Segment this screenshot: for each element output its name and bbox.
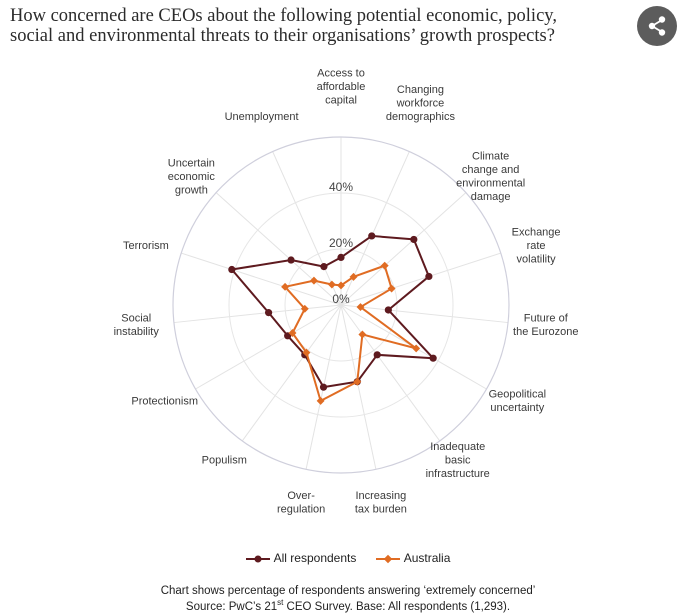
data-point-all-respondents-protectionism[interactable]	[284, 332, 292, 340]
series-australia	[281, 261, 421, 405]
axis-label-access-to-affordable-capital: Access to affordable capital	[317, 68, 366, 107]
data-point-australia-unemployment[interactable]	[327, 280, 336, 289]
data-point-all-respondents-exchange-rate-volatility[interactable]	[425, 272, 433, 281]
data-point-all-respondents-changing-workforce-demographics[interactable]	[368, 232, 376, 240]
data-point-australia-social-instability[interactable]	[300, 304, 309, 313]
data-point-australia-increasing-tax-burden[interactable]	[353, 377, 362, 386]
data-point-all-respondents-access-to-affordable-capital[interactable]	[337, 253, 345, 261]
data-point-australia-terrorism[interactable]	[281, 282, 290, 291]
axis-label-social-instability: Social instability	[114, 313, 160, 339]
legend-marker-all-respondents	[245, 555, 270, 563]
grid-spoke-populism	[241, 304, 342, 442]
tick-label-20: 20%	[329, 236, 353, 250]
radar-tick-labels: 0% 20% 40%	[329, 180, 353, 306]
radar-axis-labels: Access to affordable capital Changing workfo…	[114, 68, 579, 516]
tick-label-0: 0%	[332, 292, 350, 306]
grid-spoke-unemployment	[272, 151, 342, 306]
legend: All respondents Australia	[0, 551, 696, 565]
data-point-all-respondents-future-of-the-eurozone[interactable]	[384, 306, 392, 314]
data-point-australia-populism[interactable]	[302, 348, 311, 357]
data-point-australia-geopolitical-uncertainty[interactable]	[412, 344, 421, 353]
axis-label-over-regulation: Over-regulation	[277, 490, 325, 515]
axis-label-climate-change-and-environmental-damage: Climate change and environmental damage	[456, 151, 525, 204]
source-prefix: Source: PwC’s 21	[185, 600, 278, 613]
axis-label-uncertain-economic-growth: Uncertain economic growth	[168, 157, 216, 196]
grid-spoke-social-instability	[173, 304, 342, 324]
data-point-all-respondents-uncertain-economic-growth[interactable]	[287, 256, 295, 264]
data-point-australia-climate-change-and-environmental-damage[interactable]	[380, 261, 389, 270]
data-point-all-respondents-inadequate-basic-infrastructure[interactable]	[373, 351, 381, 359]
chart-source: Source: PwC’s 21st CEO Survey. Base: All…	[0, 598, 696, 613]
legend-marker-australia	[375, 554, 400, 564]
axis-label-exchange-rate-volatility: Exchange rate volatility	[512, 226, 561, 265]
data-point-australia-inadequate-basic-infrastructure[interactable]	[358, 330, 367, 339]
data-point-all-respondents-terrorism[interactable]	[228, 265, 236, 274]
grid-spoke-exchange-rate-volatility	[340, 252, 501, 306]
grid-spoke-inadequate-basic-infrastructure	[340, 304, 441, 442]
grid-ring-20	[284, 248, 398, 362]
series-line-australia	[284, 264, 418, 402]
legend-label-all-respondents: All respondents	[273, 551, 357, 565]
axis-label-changing-workforce-demographics: Changing workforce demographics	[386, 84, 456, 123]
data-point-all-respondents-unemployment[interactable]	[320, 263, 328, 271]
chart-title: How concerned are CEOs about the followi…	[10, 6, 557, 46]
axis-label-protectionism: Protectionism	[131, 395, 198, 407]
series-all-respondents	[228, 232, 437, 391]
source-suffix: CEO Survey. Base: All respondents (1,293…	[283, 600, 511, 613]
grid-spoke-uncertain-economic-growth	[215, 192, 342, 306]
radar-outer-ring	[172, 136, 510, 474]
grid-spoke-climate-change-and-environmental-damage	[340, 192, 467, 306]
radar-chart: 0% 20% 40% Access to affordable capital Chang…	[114, 68, 579, 516]
grid-spoke-terrorism	[181, 252, 342, 306]
grid-spoke-increasing-tax-burden	[340, 304, 377, 470]
grid-spoke-protectionism	[195, 304, 342, 390]
axis-label-geopolitical-uncertainty: Geopolitical uncertainty	[489, 389, 546, 415]
data-point-all-respondents-social-instability[interactable]	[264, 309, 273, 317]
data-point-all-respondents-over-regulation[interactable]	[319, 383, 328, 391]
axis-label-increasing-tax-burden: Increasing tax burden	[355, 490, 407, 515]
data-point-australia-over-regulation[interactable]	[316, 396, 325, 405]
data-point-australia-future-of-the-eurozone[interactable]	[356, 303, 365, 312]
axis-label-terrorism: Terrorism	[123, 240, 169, 252]
axis-label-future-of-the-eurozone: Future of the Eurozone	[513, 313, 578, 339]
tick-label-40: 40%	[329, 180, 353, 194]
grid-spoke-changing-workforce-demographics	[340, 151, 410, 306]
axis-label-unemployment: Unemployment	[225, 111, 299, 123]
data-point-all-respondents-climate-change-and-environmental-damage[interactable]	[410, 235, 418, 244]
radar-series	[228, 232, 437, 405]
data-point-australia-uncertain-economic-growth[interactable]	[309, 276, 318, 285]
axis-label-inadequate-basic-infrastructure: Inadequate basic infrastructure	[426, 441, 490, 480]
data-point-australia-changing-workforce-demographics[interactable]	[349, 272, 358, 281]
chart-note: Chart shows percentage of respondents an…	[160, 585, 536, 597]
legend-item-australia[interactable]: Australia	[375, 551, 451, 565]
data-point-australia-exchange-rate-volatility[interactable]	[387, 284, 396, 293]
axis-label-populism: Populism	[202, 455, 247, 467]
source-superscript: st	[277, 598, 284, 607]
legend-label-australia: Australia	[403, 551, 451, 565]
share-icon	[648, 16, 666, 36]
grid-spoke-future-of-the-eurozone	[340, 304, 509, 324]
data-point-all-respondents-geopolitical-uncertainty[interactable]	[429, 354, 437, 362]
share-button[interactable]	[637, 6, 677, 46]
data-point-australia-protectionism[interactable]	[288, 329, 297, 337]
grid-ring-40	[228, 192, 454, 418]
data-point-australia-access-to-affordable-capital[interactable]	[337, 281, 345, 290]
series-line-all-respondents	[230, 234, 435, 389]
legend-item-all-respondents[interactable]: All respondents	[245, 551, 357, 565]
